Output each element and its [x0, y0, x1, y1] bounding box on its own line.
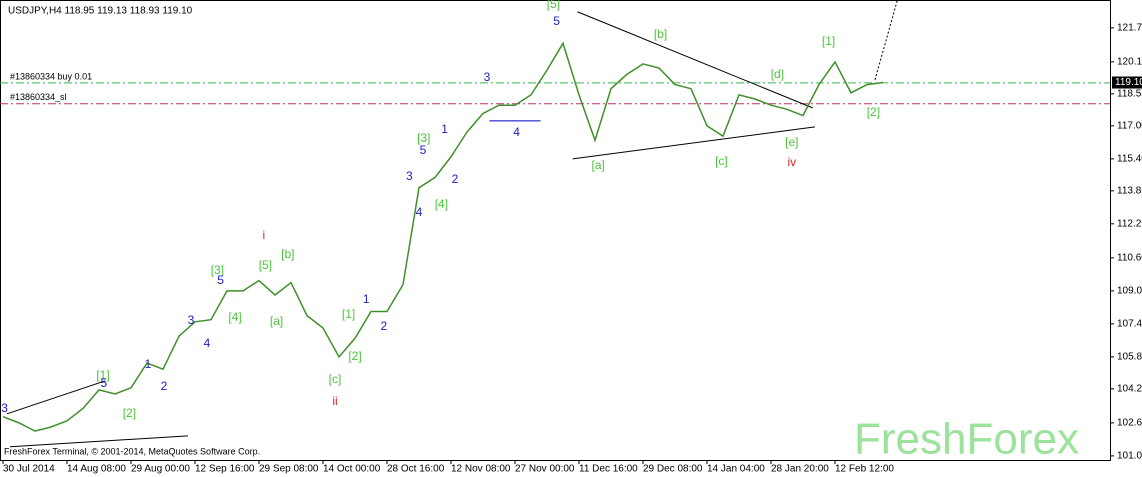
y-tick-label: 101.00: [1117, 451, 1142, 462]
wave-label: [1]: [342, 307, 355, 321]
y-tick-label: 104.25: [1117, 383, 1142, 394]
y-tick-label: 115.40: [1117, 153, 1142, 164]
y-tick-label: 113.85: [1117, 185, 1142, 196]
y-tick-label: 107.40: [1117, 318, 1142, 329]
y-tick-label: 121.75: [1117, 22, 1142, 33]
wave-label: 1: [441, 122, 448, 136]
x-tick-label: 28 Oct 16:00: [387, 464, 445, 475]
wave-label: 4: [513, 125, 520, 139]
wave-label: 2: [380, 319, 387, 333]
price-line: [2, 41, 884, 432]
trend-line: [874, 0, 898, 80]
chart-title: USDJPY,H4 118.95 119.13 118.93 119.10: [8, 6, 193, 17]
wave-label: [1]: [822, 34, 835, 48]
x-tick-label: 29 Aug 00:00: [131, 464, 190, 475]
x-tick-label: 12 Feb 12:00: [835, 464, 894, 475]
y-tick-label: 109.00: [1117, 285, 1142, 296]
y-tick-label: 110.60: [1117, 252, 1142, 263]
x-tick-label: 12 Nov 08:00: [451, 464, 511, 475]
footer: FreshForex Terminal, © 2001-2014, MetaQu…: [4, 446, 260, 456]
wave-label: 5: [420, 143, 427, 157]
last-price-box: [1112, 76, 1142, 89]
last-price-label: 119.10: [1115, 77, 1142, 88]
watermark: FreshForex: [854, 415, 1079, 464]
wave-label: 5: [100, 376, 107, 390]
x-tick-label: 28 Jan 20:00: [771, 464, 829, 475]
wave-label: [2]: [123, 406, 136, 420]
wave-label: [b]: [281, 247, 294, 261]
wave-label: 3: [1, 401, 8, 415]
wave-label: [a]: [270, 314, 283, 328]
wave-label: 3: [484, 70, 491, 84]
wave-label: ii: [332, 394, 337, 408]
wave-label: iv: [787, 155, 796, 169]
wave-label: [5]: [259, 258, 272, 272]
wave-label: [4]: [435, 197, 448, 211]
wave-label: 3: [406, 169, 413, 183]
wave-label: [5]: [547, 0, 560, 11]
trend-line: [10, 435, 188, 448]
wave-label: 5: [553, 14, 560, 28]
trend-line: [577, 11, 813, 109]
wave-label: i: [262, 228, 265, 242]
y-tick-label: 112.25: [1117, 218, 1142, 229]
x-tick-label: 14 Jan 04:00: [707, 464, 765, 475]
x-tick-label: 14 Aug 08:00: [67, 464, 126, 475]
wave-label: [1]: [96, 368, 109, 382]
wave-label: 4: [204, 336, 211, 350]
wave-label: 2: [161, 379, 168, 393]
wave-label: 1: [145, 357, 152, 371]
x-tick-label: 14 Oct 00:00: [323, 464, 381, 475]
wave-label: 5: [217, 273, 224, 287]
y-tick-label: 118.55: [1117, 88, 1142, 99]
wave-label: [3]: [211, 263, 224, 277]
wave-label: [b]: [654, 27, 667, 41]
order-label: #13860334 buy 0.01: [10, 71, 92, 81]
wave-label: [e]: [785, 135, 798, 149]
wave-label: [2]: [348, 349, 361, 363]
x-tick-label: 29 Dec 08:00: [643, 464, 703, 475]
wave-label: [c]: [715, 154, 728, 168]
wave-label: 2: [452, 172, 459, 186]
x-tick-label: 29 Sep 08:00: [259, 464, 319, 475]
order-label: #13860334_sl: [10, 92, 67, 102]
wave-label: [a]: [592, 158, 605, 172]
x-tick-label: 11 Dec 16:00: [579, 464, 638, 475]
x-tick-label: 12 Sep 16:00: [195, 464, 255, 475]
wave-label: 4: [416, 205, 423, 219]
wave-label: 1: [363, 292, 370, 306]
plot-frame: [0, 0, 1111, 461]
wave-label: [4]: [228, 310, 241, 324]
y-tick-label: 120.10: [1117, 57, 1142, 68]
x-tick-label: 30 Jul 2014: [3, 464, 55, 475]
wave-label: [3]: [417, 131, 430, 145]
wave-label: 3: [188, 313, 195, 327]
wave-label: [d]: [771, 67, 784, 81]
y-tick-label: 117.00: [1117, 120, 1142, 131]
wave-label: [2]: [867, 105, 880, 119]
trend-line: [6, 380, 106, 415]
y-tick-label: 102.60: [1117, 418, 1142, 429]
y-tick-label: 105.80: [1117, 352, 1142, 363]
x-tick-label: 27 Nov 00:00: [515, 464, 575, 475]
wave-label: [c]: [329, 372, 342, 386]
trend-line: [572, 126, 816, 160]
